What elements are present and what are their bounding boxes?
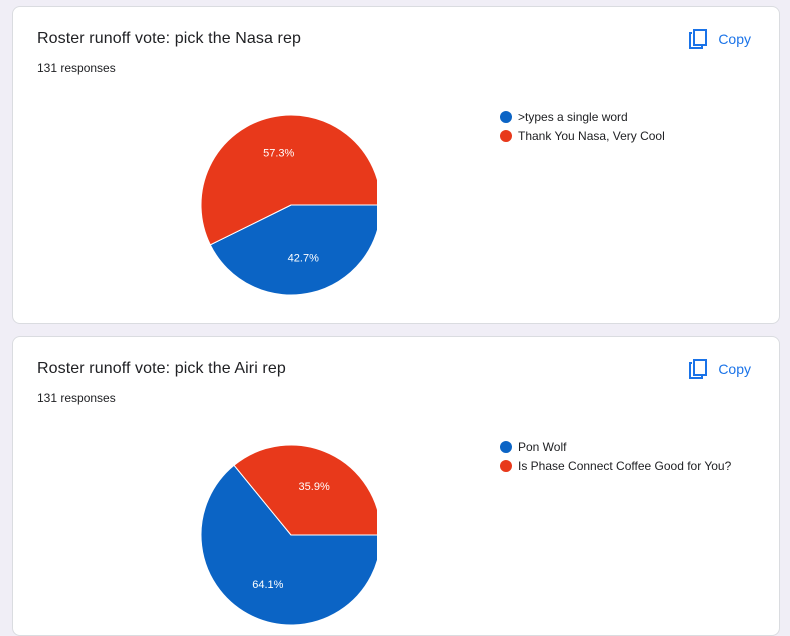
slice-percent-label: 35.9% (299, 481, 330, 493)
question-card-nasa: Roster runoff vote: pick the Nasa rep 13… (12, 6, 780, 324)
legend-item: Is Phase Connect Coffee Good for You? (500, 456, 731, 475)
copy-chart-button[interactable]: Copy (680, 355, 761, 383)
legend-label: >types a single word (518, 109, 628, 124)
pie-chart: 64.1% 35.9% (200, 444, 377, 626)
question-card-airi: Roster runoff vote: pick the Airi rep 13… (12, 336, 780, 636)
pie-chart: 42.7% 57.3% (200, 114, 377, 296)
legend-item: >types a single word (500, 107, 665, 126)
legend-swatch-blue (500, 440, 512, 453)
legend-item: Pon Wolf (500, 437, 731, 456)
legend-swatch-blue (500, 110, 512, 123)
question-title: Roster runoff vote: pick the Nasa rep (37, 30, 301, 47)
pie-slice (200, 114, 377, 246)
legend-swatch-red (500, 129, 512, 142)
copy-icon (688, 358, 708, 380)
copy-label: Copy (718, 361, 751, 377)
copy-chart-button[interactable]: Copy (680, 25, 761, 53)
pie-slice (209, 204, 377, 296)
legend-label: Thank You Nasa, Very Cool (518, 128, 665, 143)
pie-slice (233, 444, 377, 536)
legend-item: Thank You Nasa, Very Cool (500, 126, 665, 145)
legend-label: Is Phase Connect Coffee Good for You? (518, 458, 732, 473)
slice-percent-label: 57.3% (263, 147, 294, 159)
question-title: Roster runoff vote: pick the Airi rep (37, 360, 286, 377)
chart-legend: >types a single word Thank You Nasa, Ver… (500, 107, 665, 145)
response-count: 131 responses (37, 61, 116, 75)
legend-swatch-red (500, 459, 512, 472)
copy-label: Copy (718, 31, 751, 47)
chart-legend: Pon Wolf Is Phase Connect Coffee Good fo… (500, 437, 731, 475)
slice-percent-label: 42.7% (288, 253, 319, 265)
copy-icon (688, 28, 708, 50)
pie-slice (200, 464, 377, 626)
response-count: 131 responses (37, 391, 116, 405)
legend-label: Pon Wolf (518, 439, 567, 454)
slice-percent-label: 64.1% (252, 579, 283, 591)
